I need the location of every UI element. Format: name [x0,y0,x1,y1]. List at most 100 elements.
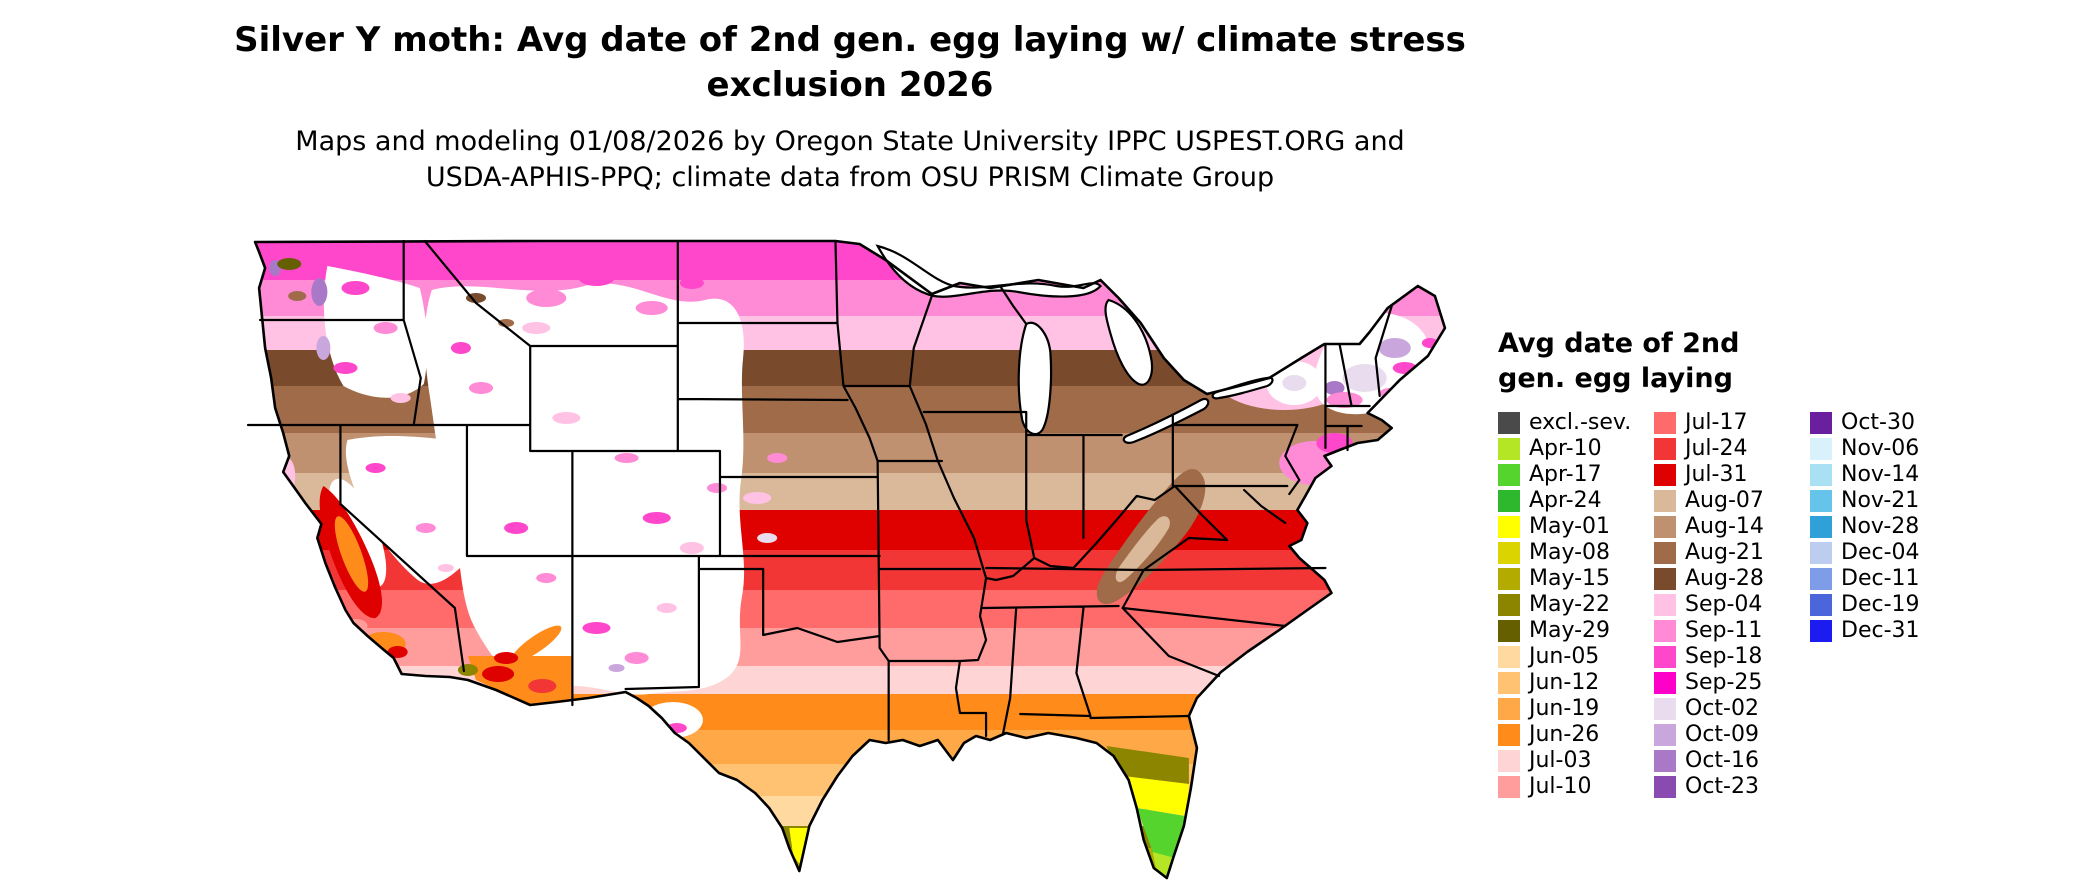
speckle [679,277,704,289]
legend-item: Apr-17 [1498,462,1638,488]
az-south [467,656,573,705]
legend-label: Jun-19 [1529,696,1600,722]
subtitle-line-1: Maps and modeling 01/08/2026 by Oregon S… [295,125,1405,157]
legend-item: Dec-19 [1810,594,1920,617]
legend-swatch [1810,620,1832,643]
lake-huron [1104,298,1154,386]
speckle [1324,381,1345,395]
legend-item: May-08 [1498,542,1638,565]
legend-label: Oct-09 [1685,722,1759,748]
legend-swatch [1810,464,1832,487]
legend-swatch [1498,412,1520,435]
legend-item: Dec-11 [1810,566,1920,592]
band-jun19 [255,730,1445,764]
speckle [582,622,611,634]
legend-item: May-01 [1498,514,1638,540]
us-choropleth-map [235,228,1460,888]
speckle [341,281,370,295]
legend-item: Dec-04 [1810,542,1920,565]
band-jun05 [255,796,1445,826]
speckle [468,382,494,394]
legend-swatch [1654,464,1676,487]
legend-swatch [1654,412,1676,435]
legend-item: Nov-21 [1810,488,1920,514]
header: Silver Y moth: Avg date of 2nd gen. egg … [0,18,1700,197]
legend-title: Avg date of 2nd gen. egg laying [1498,326,2018,396]
legend-swatch [1654,776,1676,799]
subtitle-line-2: USDA-APHIS-PPQ; climate data from OSU PR… [425,162,1275,194]
legend-item: May-22 [1498,594,1638,617]
legend-label: Sep-18 [1685,644,1763,670]
legend-label: Nov-21 [1841,488,1920,514]
legend-swatch [1654,516,1676,539]
legend-item: Aug-28 [1654,566,1794,592]
legend-swatch [1810,568,1832,591]
great-lakes [875,244,1274,444]
speckle [526,289,567,307]
speckle [706,483,728,493]
legend-label: Aug-28 [1685,566,1764,592]
legend-swatch [1498,516,1520,539]
speckle [522,322,551,334]
speckle [578,270,615,286]
legend-label: Dec-11 [1841,566,1920,592]
speckle [624,652,649,664]
legend-swatch [1498,568,1520,591]
legend-item: Jul-31 [1654,464,1794,487]
legend-item: Oct-23 [1654,776,1794,799]
legend-item: Aug-14 [1654,516,1794,539]
speckle [373,322,398,334]
legend-label: Aug-21 [1685,540,1764,566]
lake-erie [1122,397,1210,444]
legend-swatch [1654,490,1676,513]
legend-item: Jul-24 [1654,438,1794,461]
legend-swatch [1498,698,1520,721]
fl-green [1136,808,1185,860]
speckle [536,573,557,583]
band-jun26 [255,694,1445,730]
legend-swatch [1654,542,1676,565]
legend-swatch [1654,620,1676,643]
legend-swatch [1498,776,1520,799]
fl-olive [1106,746,1189,784]
legend-label: Apr-17 [1529,462,1602,488]
legend-label: Apr-24 [1529,488,1602,514]
legend-label: Oct-16 [1685,748,1759,774]
legend-item: Oct-16 [1654,748,1794,774]
legend-label: Oct-30 [1841,410,1915,436]
legend-item: Sep-11 [1654,618,1794,644]
speckle [450,342,471,354]
legend-item: Aug-07 [1654,490,1794,513]
az-rim [511,625,562,663]
speckle [767,453,788,463]
fl-yellow [1123,776,1189,816]
legend-label: Sep-11 [1685,618,1763,644]
speckle [1342,364,1387,392]
legend-label: May-01 [1529,514,1611,540]
legend-swatch [1810,594,1832,617]
speckle [311,278,328,306]
legend-item: Jun-12 [1498,672,1638,695]
speckle [504,522,529,534]
speckle [743,492,772,504]
band-sep18 [255,241,1445,280]
legend-item: Jul-17 [1654,410,1794,436]
legend-label: excl.-sev. [1529,410,1632,436]
az-red-2 [528,679,557,693]
speckle [333,362,358,374]
speckle [1378,338,1411,358]
legend-title-line-2: gen. egg laying [1498,363,1733,395]
speckle [656,603,677,613]
page-subtitle: Maps and modeling 01/08/2026 by Oregon S… [0,124,1700,197]
legend-item: Apr-24 [1498,488,1638,514]
speckle [608,664,625,672]
legend-swatch [1654,594,1676,617]
legend-label: Sep-04 [1685,592,1763,618]
legend-swatch [1654,750,1676,773]
legend-label: Jul-17 [1685,410,1748,436]
speckle [1282,375,1307,391]
legend-item: Oct-09 [1654,722,1794,748]
legend-item: excl.-sev. [1498,410,1638,436]
legend-swatch [1810,516,1832,539]
legend-label: Dec-31 [1841,618,1920,644]
